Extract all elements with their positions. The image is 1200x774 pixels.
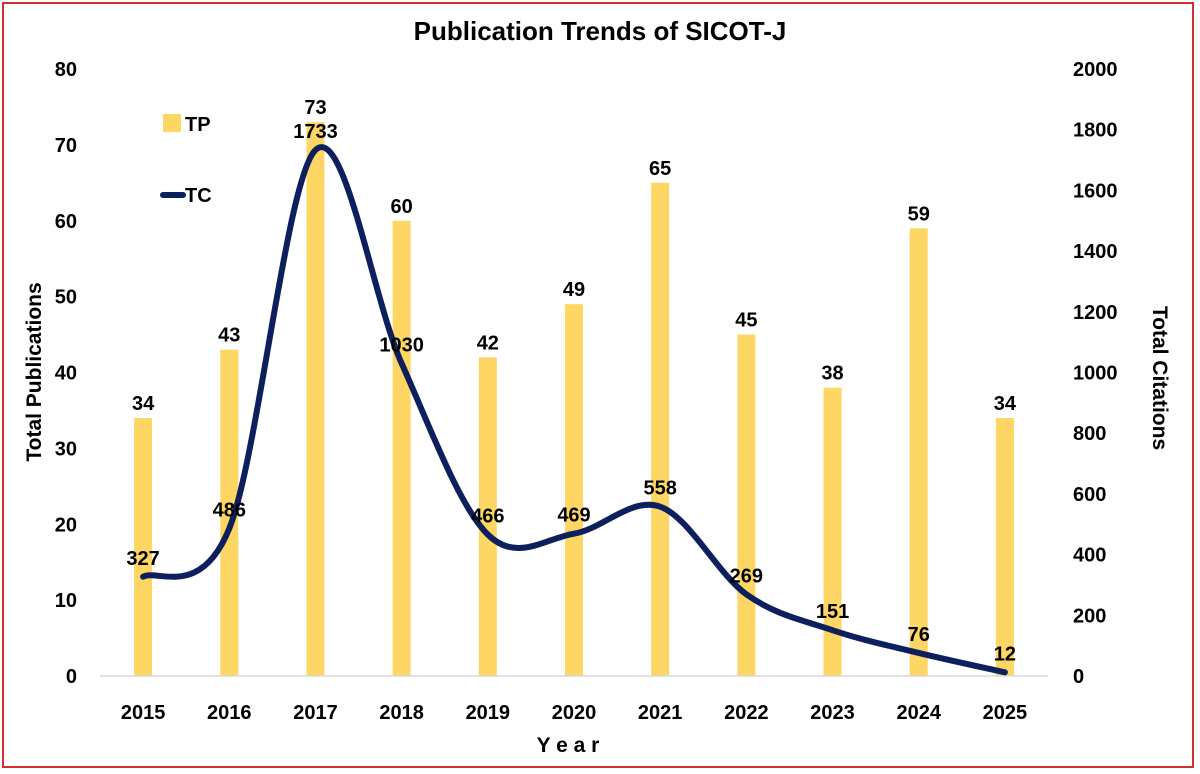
tp-bar-2020	[565, 304, 583, 676]
tp-value-label: 42	[477, 332, 499, 354]
x-tick-label: 2019	[466, 702, 511, 724]
y-tick-label: 30	[55, 438, 77, 460]
tc-value-label: 486	[213, 499, 246, 521]
tc-value-label: 269	[730, 565, 763, 587]
tp-bar-2023	[823, 387, 842, 676]
y2-tick-label: 0	[1073, 666, 1084, 688]
tp-bar-2022	[737, 334, 756, 676]
y2-tick-label: 1800	[1073, 120, 1118, 142]
x-tick-label: 2020	[552, 702, 597, 724]
y2-axis-ticks: 0 200 400 600 800 1000 1200 1400 1600 1800 2000	[1073, 59, 1118, 688]
tp-value-label: 65	[649, 158, 671, 180]
y-tick-label: 20	[55, 514, 77, 536]
chart-title: Publication Trends of SICOT-J	[414, 16, 787, 46]
x-tick-label: 2017	[293, 702, 338, 724]
tp-bar-2025	[995, 418, 1014, 676]
tp-bar-2017	[306, 122, 325, 677]
tc-value-label: 1733	[293, 121, 338, 143]
y2-tick-label: 1600	[1073, 180, 1118, 202]
legend-tp-label: TP	[185, 114, 211, 136]
legend: TP TC	[160, 114, 212, 207]
legend-tp-swatch	[163, 114, 181, 132]
tp-value-label: 34	[994, 393, 1017, 415]
y2-tick-label: 200	[1073, 605, 1106, 627]
y-tick-label: 70	[55, 135, 77, 157]
tp-bar-2016	[220, 349, 239, 676]
bars-group	[134, 122, 1014, 677]
y-tick-label: 50	[55, 287, 77, 309]
tc-value-label: 466	[471, 506, 504, 528]
tc-value-label: 327	[126, 548, 159, 570]
x-tick-label: 2023	[810, 702, 855, 724]
tp-bar-2019	[478, 357, 497, 676]
x-tick-label: 2022	[724, 702, 769, 724]
tp-value-label: 60	[391, 196, 413, 218]
y-tick-label: 60	[55, 211, 77, 233]
y-tick-label: 80	[55, 59, 77, 81]
tc-value-label: 1030	[379, 334, 424, 356]
tc-value-label: 558	[643, 478, 676, 500]
x-tick-label: 2018	[379, 702, 424, 724]
x-tick-label: 2021	[638, 702, 683, 724]
x-axis-ticks: 2015 2016 2017 2018 2019 2020 2021 2022 2023 2024…	[121, 702, 1027, 724]
y2-tick-label: 2000	[1073, 59, 1118, 81]
x-tick-label: 2015	[121, 702, 166, 724]
y-axis-label: Total Publications	[23, 282, 46, 461]
y-tick-label: 10	[55, 590, 77, 612]
bar-data-labels: 34 43 73 60 42 49 65 45 38 59 34	[132, 97, 1017, 415]
y2-tick-label: 600	[1073, 484, 1106, 506]
legend-tc-label: TC	[185, 185, 212, 207]
tc-value-label: 12	[994, 643, 1016, 665]
tc-value-label: 151	[816, 601, 849, 623]
tp-bar-2015	[134, 418, 153, 676]
tp-value-label: 34	[132, 393, 155, 415]
line-data-labels: 327 486 1733 1030 466 469 558 269 151 76 12	[126, 121, 1016, 665]
y2-tick-label: 400	[1073, 545, 1106, 567]
tp-value-label: 43	[218, 325, 240, 347]
tp-value-label: 38	[821, 363, 843, 385]
y2-tick-label: 1400	[1073, 241, 1118, 263]
y2-tick-label: 1000	[1073, 363, 1118, 385]
tc-series-line	[140, 144, 1008, 676]
x-tick-label: 2025	[983, 702, 1028, 724]
y-tick-label: 0	[66, 666, 77, 688]
y2-tick-label: 1200	[1073, 302, 1118, 324]
tp-value-label: 73	[304, 97, 326, 119]
tp-value-label: 59	[908, 203, 930, 225]
y2-axis-label: Total Citations	[1148, 306, 1171, 450]
tp-bar-2018	[392, 220, 411, 676]
tc-value-label: 76	[908, 624, 930, 646]
y2-tick-label: 800	[1073, 423, 1106, 445]
x-tick-label: 2016	[207, 702, 252, 724]
tp-bar-2021	[651, 182, 670, 676]
tp-bar-2024	[909, 228, 928, 676]
y-axis-ticks: 0 10 20 30 40 50 60 70 80	[55, 59, 77, 688]
x-tick-label: 2024	[896, 702, 941, 724]
y-tick-label: 40	[55, 363, 77, 385]
tp-value-label: 49	[563, 279, 585, 301]
tp-value-label: 45	[735, 310, 757, 332]
tc-value-label: 469	[557, 505, 590, 527]
x-axis-label: Y e a r	[537, 734, 600, 757]
